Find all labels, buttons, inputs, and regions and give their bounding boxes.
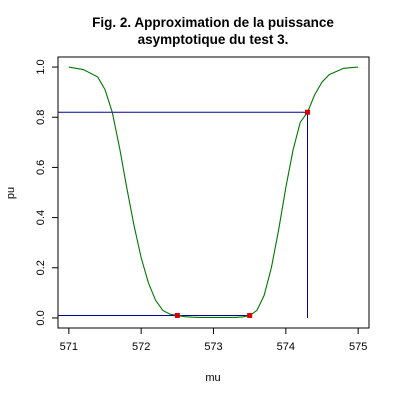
plot-frame (57, 56, 370, 329)
y-tick-label: 0.8 (35, 110, 47, 125)
highlight-point (174, 312, 180, 318)
x-tick-label: 571 (60, 341, 78, 353)
x-tick-label: 573 (204, 341, 222, 353)
x-tick-label: 575 (349, 341, 367, 353)
y-tick-label: 0.6 (35, 160, 47, 175)
chart-title-line-2: asymptotique du test 3. (138, 32, 289, 47)
chart-title-line-1: Fig. 2. Approximation de la puissance (92, 15, 334, 30)
x-axis-label: mu (205, 372, 220, 384)
x-tick-label: 574 (277, 341, 295, 353)
x-tick-label: 572 (132, 341, 150, 353)
y-tick-label: 0.4 (35, 210, 47, 225)
y-tick-label: 1.0 (35, 59, 47, 74)
highlight-point (305, 109, 311, 115)
plot-area: 571 572 573 574 575 0.0 0.2 0.4 0.6 0.8 1.0 (35, 56, 370, 353)
y-tick-label: 0.2 (35, 260, 47, 275)
y-tick-label: 0.0 (35, 310, 47, 325)
power-curve-line (68, 66, 359, 319)
highlight-point (247, 312, 253, 318)
y-axis-label: pu (5, 187, 17, 199)
